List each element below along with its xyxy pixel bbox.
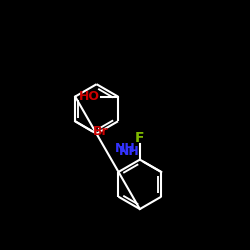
Text: HO: HO xyxy=(79,90,100,103)
Text: NH: NH xyxy=(115,142,136,155)
Text: F: F xyxy=(135,131,144,145)
Text: NH: NH xyxy=(118,145,139,158)
Text: Br: Br xyxy=(93,125,109,138)
